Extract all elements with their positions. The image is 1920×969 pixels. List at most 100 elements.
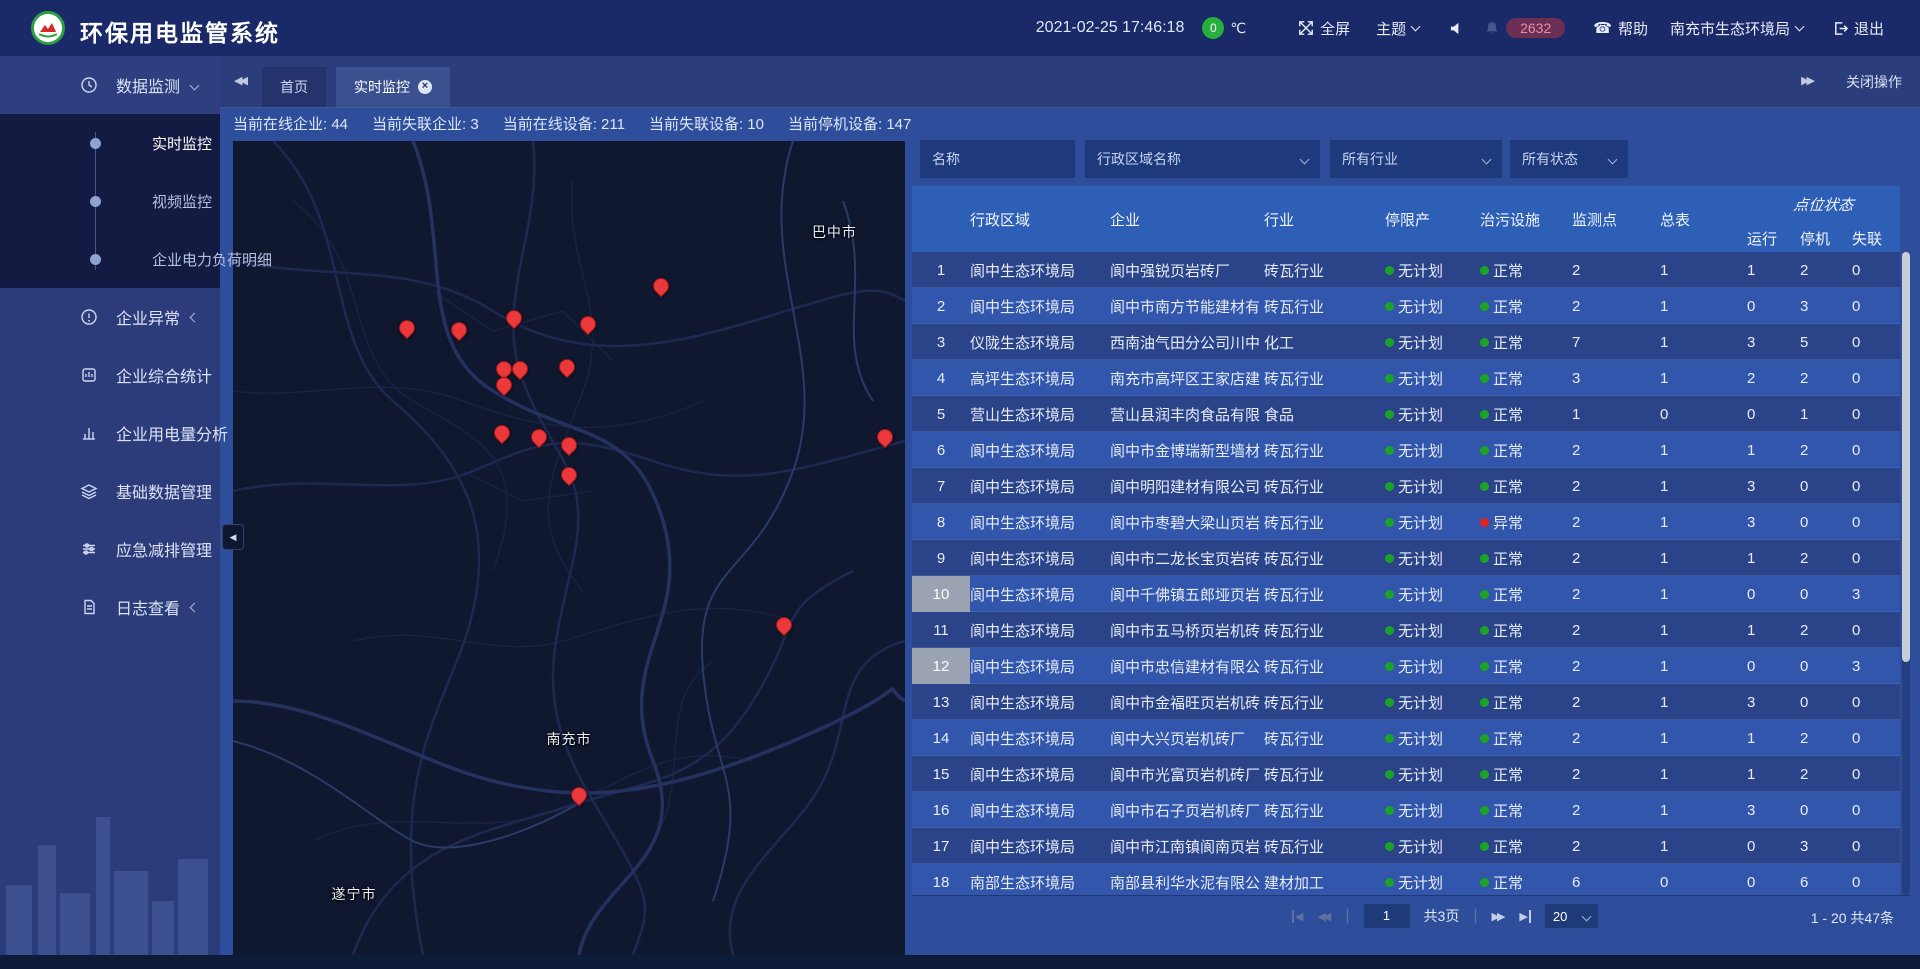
name-input-field[interactable] — [932, 151, 1063, 167]
datetime-text: 2021-02-25 17:46:18 — [1035, 19, 1185, 36]
last-page-button[interactable]: ▶ — [1519, 909, 1531, 923]
table-scrollbar-thumb[interactable] — [1902, 252, 1910, 662]
logout-button[interactable]: 退出 — [1833, 18, 1884, 39]
sidebar-group-基础数据管理[interactable]: 基础数据管理 — [0, 462, 220, 520]
row-index: 4 — [936, 369, 946, 387]
cell-monitor-count: 2 — [1572, 621, 1581, 639]
tab-bar: ◀◀ 首页 实时监控 × ▶▶ 关闭操作 — [220, 56, 1920, 108]
close-operations-button[interactable]: 关闭操作 — [1846, 74, 1902, 90]
fullscreen-icon — [1299, 21, 1314, 35]
cell-monitor-count: 2 — [1572, 837, 1581, 855]
table-row[interactable]: 7 阆中生态环境局 阆中明阳建材有限公司 砖瓦行业 无计划 正常 2 1 3 0 0 — [912, 468, 1900, 504]
layers-icon — [80, 484, 98, 500]
pagination-bar: ◀ ◀◀ | 1 共3页 | ▶▶ ▶ 20 1 - 20 共47条 — [912, 895, 1910, 935]
cell-run-count: 0 — [1747, 297, 1756, 315]
page-number-input[interactable]: 1 — [1363, 904, 1410, 928]
cell-industry: 建材加工 — [1264, 874, 1325, 892]
cell-stop-status: 无计划 — [1385, 864, 1480, 895]
status-dot-green-icon — [1385, 553, 1394, 563]
cell-halt-count: 2 — [1800, 729, 1809, 747]
table-row[interactable]: 5 营山生态环境局 营山县润丰肉食品有限 食品 无计划 正常 1 0 0 1 0 — [912, 396, 1900, 432]
row-index: 12 — [912, 648, 970, 684]
cell-run-count: 1 — [1747, 729, 1756, 747]
sidebar-item-视频监控[interactable]: 视频监控 — [0, 172, 220, 230]
table-row[interactable]: 15 阆中生态环境局 阆中市光富页岩机砖厂 砖瓦行业 无计划 正常 2 1 1 2 0 — [912, 756, 1900, 792]
sidebar-submenu: 实时监控 视频监控 企业电力负荷明细 — [0, 114, 272, 288]
tabs-scroll-left-icon[interactable]: ◀◀ — [234, 75, 248, 87]
cell-monitor-count: 2 — [1572, 261, 1581, 279]
region-select[interactable]: 行政区域名称 — [1085, 140, 1320, 178]
tab-close-icon[interactable]: × — [418, 80, 432, 94]
cell-stop-status: 无计划 — [1385, 396, 1480, 432]
cell-monitor-count: 2 — [1572, 729, 1581, 747]
cell-company: 阆中大兴页岩机砖厂 — [1110, 730, 1246, 748]
cell-company: 阆中市金福旺页岩机砖 — [1110, 694, 1261, 712]
theme-menu[interactable]: 主题 — [1376, 18, 1421, 39]
help-button[interactable]: ☎ 帮助 — [1593, 18, 1648, 39]
cell-lost-count: 3 — [1852, 585, 1861, 603]
table-row[interactable]: 9 阆中生态环境局 阆中市二龙长宝页岩砖 砖瓦行业 无计划 正常 2 1 1 2 0 — [912, 540, 1900, 576]
sidebar-item-实时监控[interactable]: 实时监控 — [0, 114, 220, 172]
table-row[interactable]: 2 阆中生态环境局 阆中市南方节能建材有 砖瓦行业 无计划 正常 2 1 0 3 0 — [912, 288, 1900, 324]
industry-select[interactable]: 所有行业 — [1330, 140, 1502, 178]
table-row[interactable]: 14 阆中生态环境局 阆中大兴页岩机砖厂 砖瓦行业 无计划 正常 2 1 1 2 0 — [912, 720, 1900, 756]
table-row[interactable]: 18 南部生态环境局 南部县利华水泥有限公 建材加工 无计划 正常 6 0 0 6 0 — [912, 864, 1900, 895]
table-row[interactable]: 11 阆中生态环境局 阆中市五马桥页岩机砖 砖瓦行业 无计划 正常 2 1 1 2 0 — [912, 612, 1900, 648]
cell-monitor-count: 6 — [1572, 873, 1581, 891]
status-dot-green-icon — [1385, 445, 1394, 455]
cell-facility-status: 正常 — [1480, 396, 1572, 432]
sidebar-group-数据监测[interactable]: 数据监测 — [0, 56, 220, 114]
cell-lost-count: 0 — [1852, 405, 1861, 423]
chevron-down-icon — [1299, 154, 1310, 164]
status-dot-green-icon — [1480, 841, 1489, 851]
cell-monitor-count: 2 — [1572, 549, 1581, 567]
status-dot-green-icon — [1480, 445, 1489, 455]
first-page-button[interactable]: ◀ — [1292, 909, 1303, 923]
table-row[interactable]: 4 高坪生态环境局 南充市高坪区王家店建 砖瓦行业 无计划 正常 3 1 2 2 0 — [912, 360, 1900, 396]
table-row[interactable]: 13 阆中生态环境局 阆中市金福旺页岩机砖 砖瓦行业 无计划 正常 2 1 3 0 0 — [912, 684, 1900, 720]
table-row[interactable]: 12 阆中生态环境局 阆中市忠信建材有限公 砖瓦行业 无计划 正常 2 1 0 0 3 — [912, 648, 1900, 684]
map-panel[interactable]: 巴中市 南充市 遂宁市 — [233, 141, 905, 955]
prev-page-button[interactable]: ◀◀ — [1317, 910, 1331, 923]
temperature-badge: 0 — [1202, 17, 1225, 39]
cell-region: 阆中生态环境局 — [970, 550, 1076, 568]
cell-company: 南部县利华水泥有限公 — [1110, 874, 1261, 892]
table-row[interactable]: 10 阆中生态环境局 阆中千佛镇五郎垭页岩 砖瓦行业 无计划 正常 2 1 0 0 3 — [912, 576, 1900, 612]
sliders-icon — [83, 543, 95, 555]
name-search-input[interactable] — [920, 140, 1075, 178]
sidebar-group-日志查看[interactable]: 日志查看 — [0, 578, 220, 636]
table-row[interactable]: 6 阆中生态环境局 阆中市金博瑞新型墙材 砖瓦行业 无计划 正常 2 1 1 2 0 — [912, 432, 1900, 468]
table-row[interactable]: 8 阆中生态环境局 阆中市枣碧大梁山页岩 砖瓦行业 无计划 异常 2 1 3 0 0 — [912, 504, 1900, 540]
sidebar-group-企业用电量分析[interactable]: 企业用电量分析 — [0, 404, 228, 462]
collapse-panel-handle[interactable]: ◀ — [222, 524, 244, 550]
table-row[interactable]: 1 阆中生态环境局 阆中强锐页岩砖厂 砖瓦行业 无计划 正常 2 1 1 2 0 — [912, 252, 1900, 288]
sidebar-group-企业异常[interactable]: 企业异常 — [0, 288, 220, 346]
sidebar-group-应急减排管理[interactable]: 应急减排管理 — [0, 520, 220, 578]
table-row[interactable]: 3 仪陇生态环境局 西南油气田分公司川中 化工 无计划 正常 7 1 3 5 0 — [912, 324, 1900, 360]
table-scrollbar-track[interactable] — [1902, 252, 1910, 895]
chevron-left-icon — [189, 312, 200, 322]
notifications[interactable]: 2632 — [1484, 18, 1566, 38]
table-row[interactable]: 17 阆中生态环境局 阆中市江南镇阆南页岩 砖瓦行业 无计划 正常 2 1 0 3 0 — [912, 828, 1900, 864]
tabs-scroll-right-icon[interactable]: ▶▶ — [1801, 75, 1815, 87]
org-menu[interactable]: 南充市生态环境局 — [1670, 18, 1805, 39]
tab-realtime-monitor[interactable]: 实时监控 × — [336, 67, 450, 107]
status-select-value: 所有状态 — [1522, 151, 1578, 167]
status-dot-green-icon — [1385, 265, 1394, 275]
page-size-select[interactable]: 20 — [1544, 904, 1599, 928]
cell-lost-count: 0 — [1852, 261, 1861, 279]
col-group-point-status: 点位状态 运行 停机 失联 — [1747, 186, 1900, 252]
sound-button[interactable] — [1449, 21, 1464, 36]
cell-region: 阆中生态环境局 — [970, 622, 1076, 640]
next-page-button[interactable]: ▶▶ — [1491, 910, 1506, 923]
status-dot-green-icon — [1385, 661, 1394, 671]
sidebar-group-企业综合统计[interactable]: 企业综合统计 — [0, 346, 220, 404]
cell-region: 营山生态环境局 — [970, 406, 1076, 424]
skyline-decoration — [0, 805, 220, 955]
fullscreen-button[interactable]: 全屏 — [1298, 18, 1350, 39]
cell-industry: 砖瓦行业 — [1264, 514, 1325, 532]
tab-home[interactable]: 首页 — [262, 67, 326, 107]
sidebar-item-企业电力负荷明细[interactable]: 企业电力负荷明细 — [0, 230, 272, 288]
status-select[interactable]: 所有状态 — [1510, 140, 1628, 178]
table-row[interactable]: 16 阆中生态环境局 阆中市石子页岩机砖厂 砖瓦行业 无计划 正常 2 1 3 0 0 — [912, 792, 1900, 828]
